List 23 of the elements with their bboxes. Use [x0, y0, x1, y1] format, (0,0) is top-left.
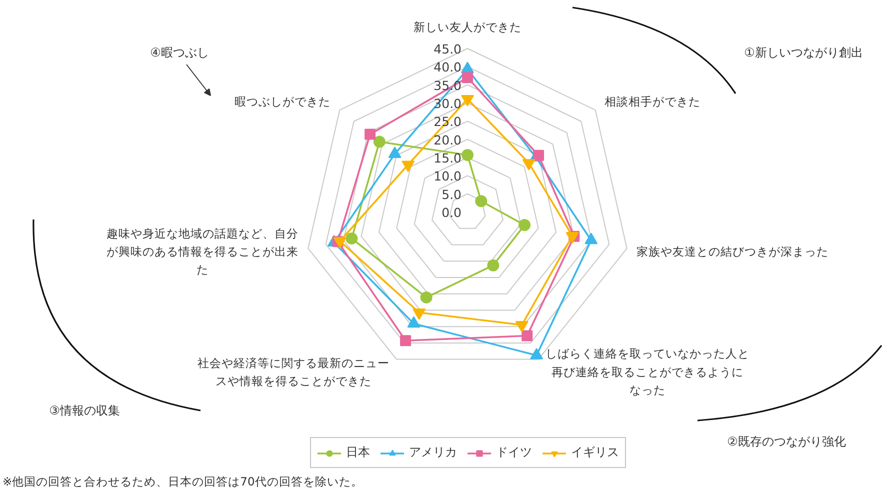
y-tick-label: 0.0 — [442, 205, 462, 220]
legend-label: アメリカ — [409, 444, 457, 461]
text: ②既存のつながり強化 — [727, 434, 846, 448]
spoke-label: 相談相手ができた — [604, 94, 700, 108]
legend-label: イギリス — [571, 444, 619, 461]
text: ※他国の回答と合わせるため、日本の回答は70代の回答を除いた。 — [2, 474, 363, 488]
y-tick-label: 40.0 — [434, 60, 462, 75]
y-tick-label: 15.0 — [434, 150, 462, 166]
text: ④暇つぶし — [150, 46, 209, 60]
spoke-label: 暇つぶしができた — [234, 94, 331, 108]
y-tick-label: 20.0 — [434, 132, 462, 148]
text: ①新しいつながり創出 — [744, 46, 863, 60]
y-tick-label: 5.0 — [442, 186, 462, 202]
y-tick-label: 45.0 — [434, 42, 462, 56]
spoke-label: 趣味や身近な地域の話題など、自分が興味のある情報を得ることが出来た — [106, 226, 298, 277]
spoke-label: 家族や友達との結びつきが深まった — [636, 244, 829, 258]
y-tick-label: 10.0 — [434, 168, 462, 184]
spoke-label: しばらく連絡を取っていなかった人と再び連絡を取ることができるようになった — [545, 346, 750, 398]
legend-label: ドイツ — [496, 444, 532, 461]
spoke-label: 新しい友人ができた — [414, 20, 522, 34]
spoke-label: 社会や経済等に関する最新のニュースや情報を得ることができた — [197, 356, 390, 388]
legend-label: 日本 — [346, 444, 370, 461]
text: ③情報の収集 — [49, 404, 120, 418]
